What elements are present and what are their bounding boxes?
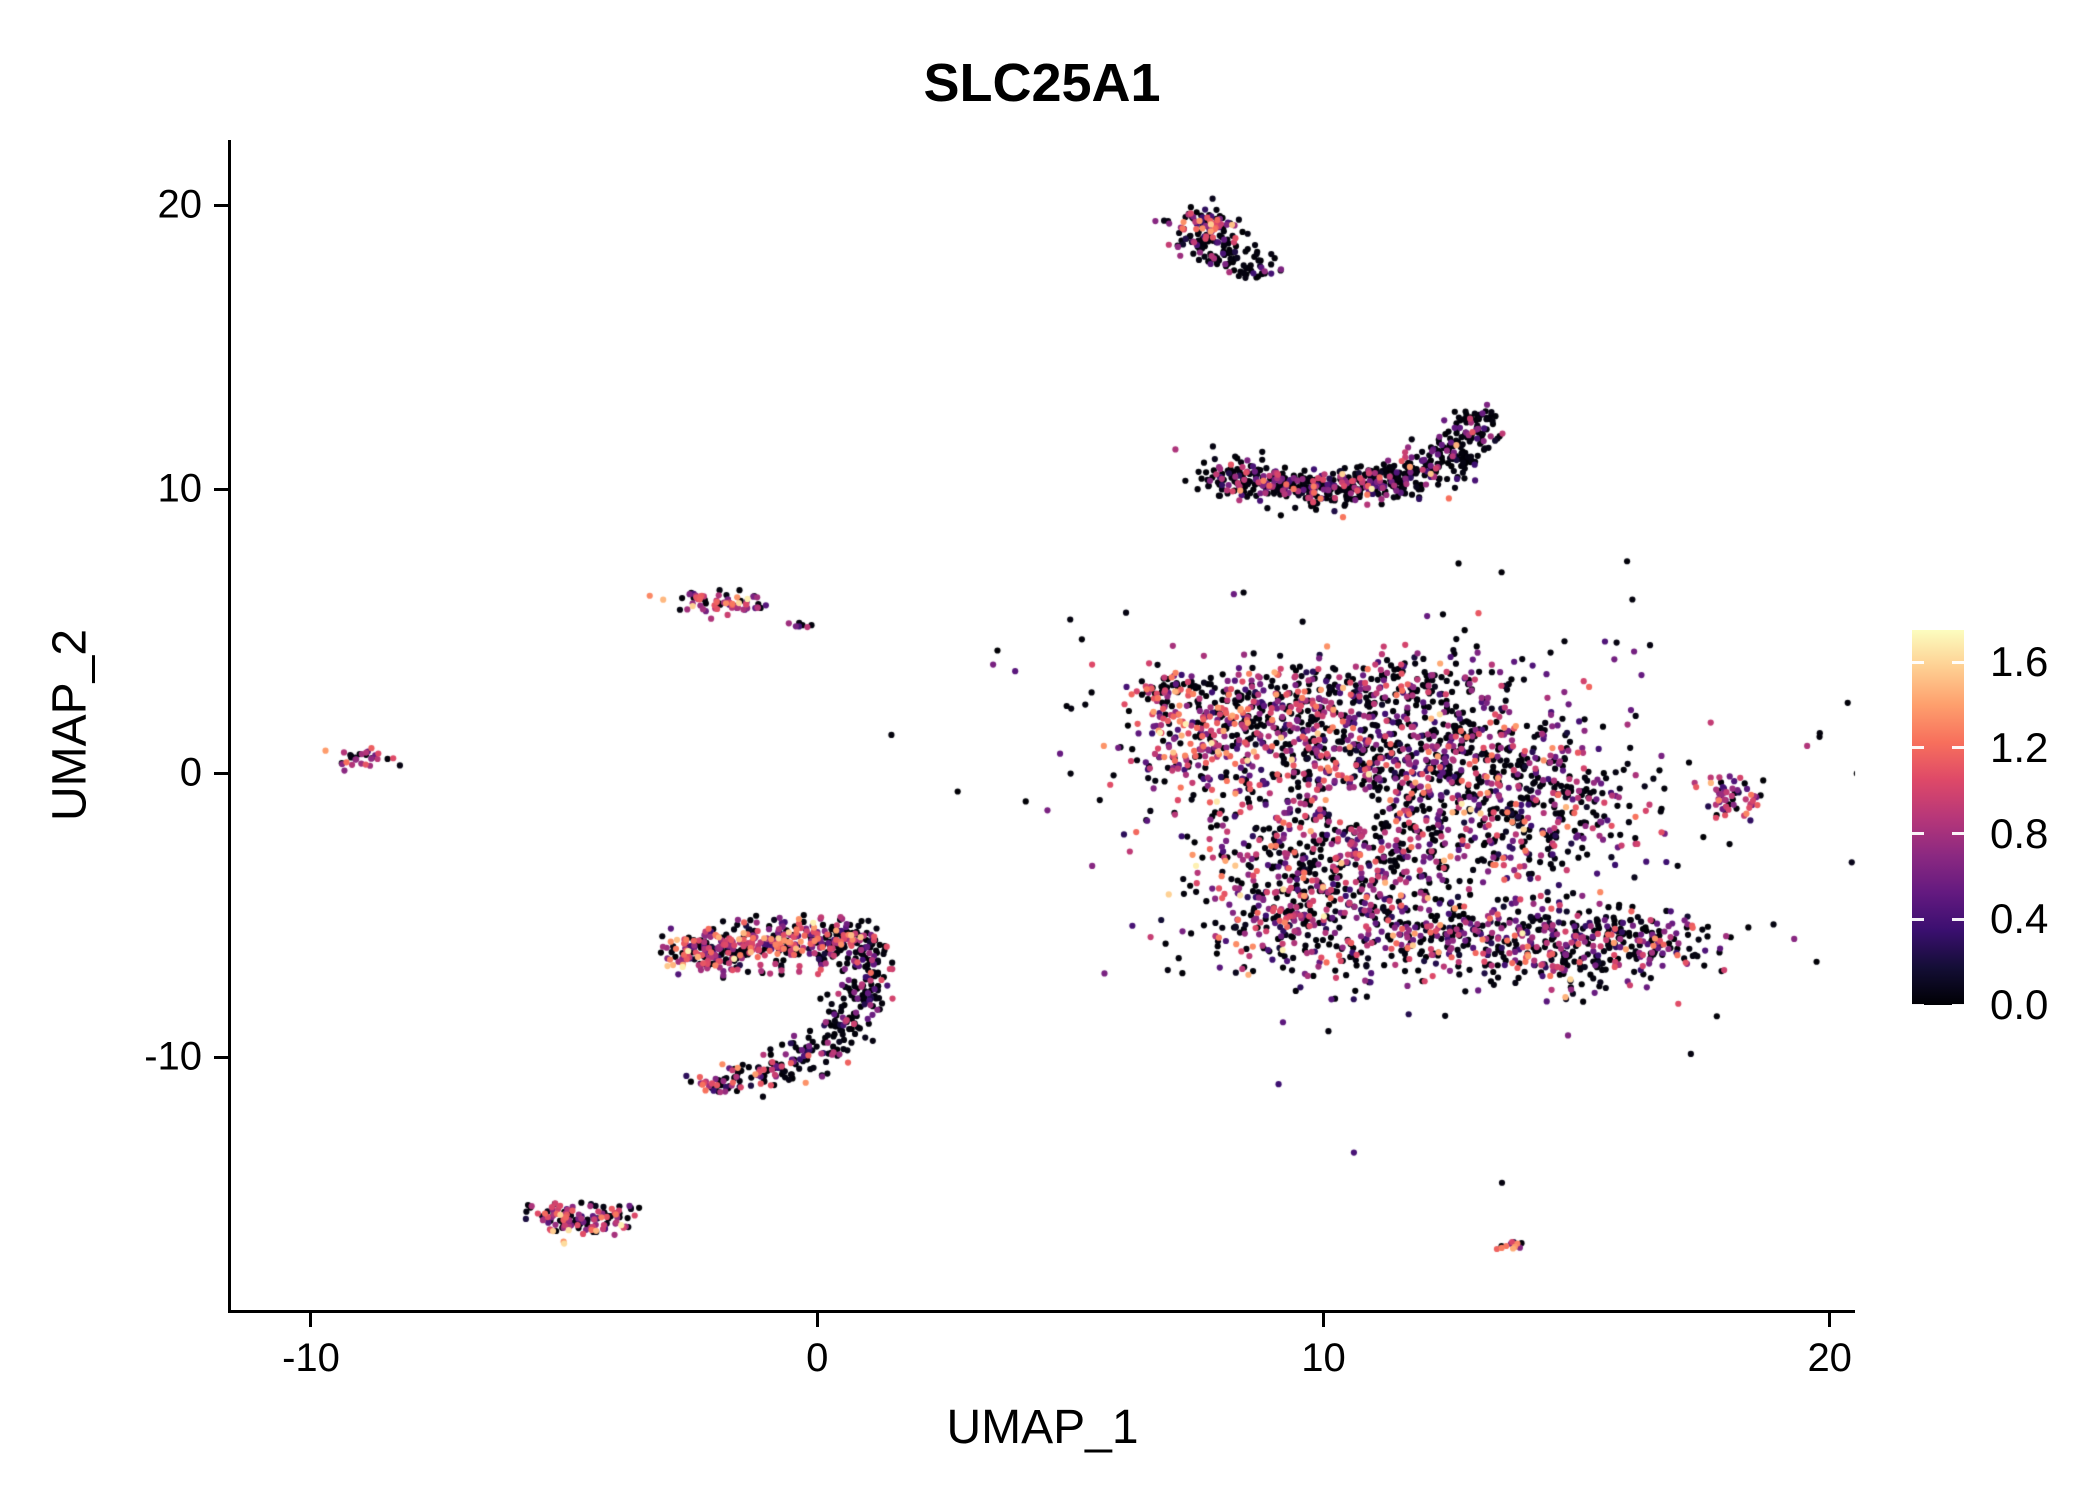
legend-tick-mark (1952, 660, 1964, 664)
x-axis-label: UMAP_1 (946, 1401, 1139, 1454)
y-axis-line (228, 140, 231, 1313)
legend-tick-label: 0.0 (1990, 981, 2049, 1028)
x-tick-mark (1321, 1313, 1325, 1327)
legend-tick-mark (1952, 917, 1964, 921)
legend-tick-mark (1912, 832, 1924, 836)
legend-gradient-bar (1912, 630, 1964, 1005)
legend-tick-mark (1912, 746, 1924, 750)
y-tick-label: 0 (179, 750, 202, 795)
x-tick-label: 10 (1301, 1336, 1346, 1380)
legend-tick-mark (1912, 660, 1924, 664)
legend-tick-label: 1.2 (1990, 723, 2049, 771)
x-tick-mark (815, 1313, 819, 1327)
legend-tick-mark (1912, 917, 1924, 921)
y-axis-label: UMAP_2 (43, 628, 97, 822)
y-tick-label: 20 (157, 182, 203, 227)
y-tick-label: -10 (144, 1034, 202, 1079)
legend-tick-mark (1952, 746, 1964, 750)
x-tick-mark (309, 1313, 313, 1327)
legend-tick-label: 1.6 (1990, 638, 2049, 686)
y-tick-label: 10 (157, 466, 203, 511)
legend-tick-label: 0.4 (1990, 895, 2049, 943)
legend-tick-mark (1912, 1003, 1924, 1007)
x-tick-label: -10 (282, 1336, 340, 1380)
x-tick-label: 20 (1807, 1336, 1852, 1380)
y-tick-mark (214, 1055, 228, 1059)
legend-tick-mark (1952, 1003, 1964, 1007)
x-axis-line (228, 1310, 1855, 1313)
y-tick-mark (214, 771, 228, 775)
x-tick-mark (1828, 1313, 1832, 1327)
y-tick-mark (214, 487, 228, 491)
legend-tick-label: 0.8 (1990, 809, 2049, 857)
legend-tick-mark (1952, 832, 1964, 836)
x-tick-label: 0 (806, 1336, 829, 1380)
y-tick-mark (214, 203, 228, 207)
